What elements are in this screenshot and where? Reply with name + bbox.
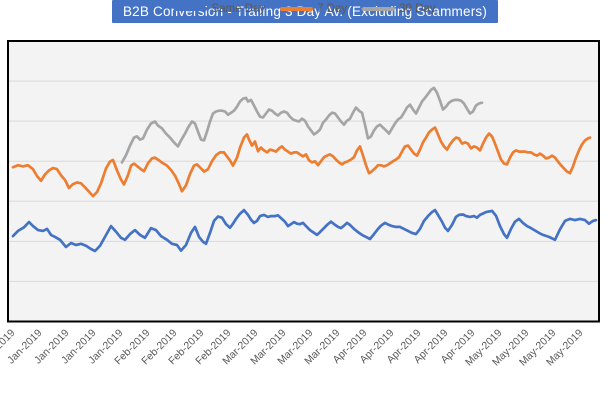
- legend-line-swatch-30-day: [362, 7, 396, 11]
- plot-background: [7, 40, 600, 323]
- legend-label-7-day: 7 Day: [317, 3, 348, 15]
- legend-item-same-day: Same Day: [174, 3, 265, 15]
- legend-label-30-day: 30 Day: [399, 3, 436, 15]
- series-line-same-day: [11, 208, 598, 253]
- series-line-7-day: [11, 126, 592, 198]
- legend-item-7-day: 7 Day: [280, 3, 347, 15]
- chart-title: B2B Conversion - Trailing 3 Day Av. (Exc…: [111, 0, 499, 23]
- legend-line-swatch-7-day: [280, 7, 314, 11]
- legend-line-swatch-same-day: [174, 7, 208, 11]
- series-line-30-day: [120, 86, 484, 164]
- legend: Same Day 7 Day 30 Day: [0, 0, 610, 18]
- title-row: B2B Conversion - Trailing 3 Day Av. (Exc…: [0, 0, 610, 23]
- legend-item-30-day: 30 Day: [362, 3, 436, 15]
- legend-label-same-day: Same Day: [211, 3, 266, 15]
